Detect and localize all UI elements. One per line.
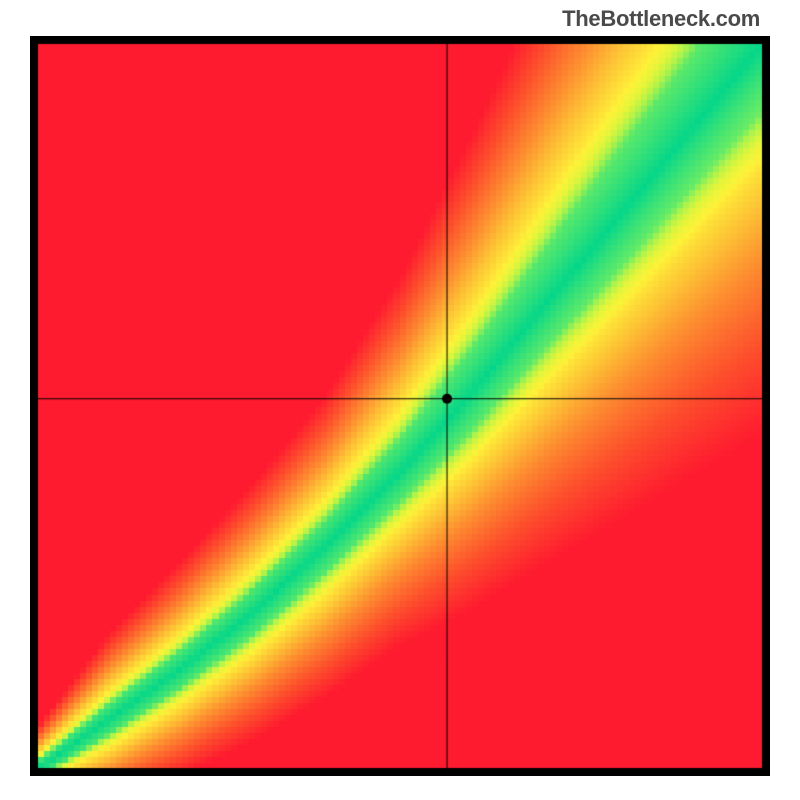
heatmap-wrap xyxy=(30,36,770,776)
chart-container: TheBottleneck.com xyxy=(0,0,800,800)
watermark-text: TheBottleneck.com xyxy=(562,6,760,32)
bottleneck-heatmap xyxy=(30,36,770,776)
